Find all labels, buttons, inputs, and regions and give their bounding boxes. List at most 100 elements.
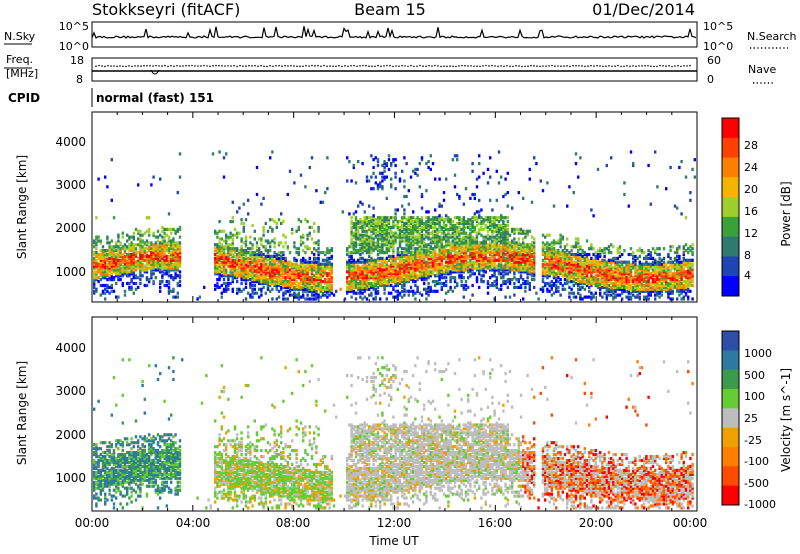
nave-dot — [512, 65, 514, 68]
heatmap-cell — [581, 278, 584, 282]
heatmap-cell — [370, 293, 373, 297]
heatmap-cell — [409, 243, 413, 247]
heatmap-cell — [442, 247, 446, 251]
heatmap-cell — [590, 295, 593, 299]
heatmap-cell — [596, 281, 600, 286]
heatmap-cell — [295, 295, 298, 299]
heatmap-cell — [139, 274, 142, 278]
heatmap-cell — [288, 272, 292, 276]
heatmap-cell — [442, 256, 446, 260]
heatmap-cell — [163, 254, 166, 258]
heatmap-cell — [596, 260, 600, 264]
heatmap-cell — [304, 297, 307, 301]
heatmap-cell — [484, 216, 487, 220]
heatmap-cell — [574, 152, 578, 156]
heatmap-cell — [581, 256, 584, 260]
heatmap-cell — [528, 243, 531, 247]
heatmap-cell — [376, 276, 380, 280]
heatmap-cell — [596, 264, 600, 268]
heatmap-cell — [363, 276, 366, 280]
heatmap-cell — [236, 280, 239, 284]
heatmap-cell — [550, 245, 553, 249]
heatmap-cell — [161, 266, 164, 270]
heatmap-cell — [244, 272, 248, 276]
heatmap-cell — [379, 225, 382, 229]
heatmap-cell — [328, 287, 331, 291]
heatmap-cell — [599, 268, 602, 272]
heatmap-cell — [236, 264, 239, 268]
heatmap-cell — [497, 287, 501, 291]
heatmap-cell — [539, 287, 542, 291]
heatmap-cell — [139, 241, 142, 245]
heatmap-cell — [277, 256, 281, 260]
heatmap-cell — [117, 268, 120, 272]
heatmap-cell — [262, 285, 265, 289]
heatmap-cell — [269, 156, 272, 160]
heatmap-cell — [295, 229, 298, 233]
heatmap-cell — [420, 156, 424, 160]
heatmap-cell — [420, 274, 424, 278]
heatmap-cell — [119, 266, 122, 270]
heatmap-cell — [330, 280, 333, 284]
heatmap-cell — [225, 258, 228, 262]
heatmap-cell — [489, 198, 492, 202]
heatmap-cell — [176, 229, 179, 233]
heatmap-cell — [392, 280, 395, 284]
heatmap-cell — [451, 235, 454, 239]
heatmap-cell — [511, 251, 514, 255]
heatmap-cell — [253, 274, 256, 278]
heatmap-cell — [354, 243, 358, 247]
heatmap-cell — [570, 256, 573, 260]
heatmap-cell — [594, 278, 597, 282]
heatmap-cell — [363, 283, 366, 288]
heatmap-cell — [475, 233, 479, 237]
heatmap-cell — [508, 281, 512, 286]
heatmap-cell — [363, 278, 366, 282]
heatmap-cell — [255, 262, 259, 266]
heatmap-cell — [568, 266, 571, 270]
heatmap-cell — [363, 247, 366, 251]
heatmap-cell — [128, 281, 131, 286]
heatmap-cell — [251, 247, 254, 251]
heatmap-cell — [445, 272, 448, 276]
heatmap-cell — [530, 252, 534, 257]
heatmap-cell — [502, 227, 505, 231]
nave-dot — [110, 65, 112, 67]
heatmap-cell — [526, 266, 529, 270]
heatmap-cell — [374, 175, 377, 179]
heatmap-cell — [398, 266, 402, 270]
heatmap-cell — [271, 266, 274, 270]
heatmap-cell — [376, 218, 380, 222]
heatmap-cell — [493, 256, 496, 260]
heatmap-cell — [93, 251, 96, 255]
heatmap-cell — [238, 264, 241, 268]
heatmap-cell — [156, 243, 160, 247]
heatmap-cell — [502, 216, 505, 220]
heatmap-cell — [240, 260, 243, 264]
nave-dot — [188, 64, 190, 67]
heatmap-cell — [275, 268, 278, 272]
heatmap-cell — [365, 233, 369, 237]
heatmap-cell — [161, 229, 164, 233]
heatmap-cell — [319, 287, 322, 291]
heatmap-cell — [449, 249, 452, 253]
nave-dot — [113, 65, 115, 67]
heatmap-cell — [244, 264, 248, 268]
heatmap-cell — [469, 254, 472, 258]
heatmap-cell — [574, 295, 578, 299]
heatmap-cell — [176, 249, 179, 253]
heatmap-cell — [244, 254, 248, 258]
heatmap-cell — [583, 280, 586, 284]
heatmap-cell — [423, 243, 426, 247]
heatmap-cell — [491, 262, 494, 266]
heatmap-cell — [489, 235, 492, 239]
heatmap-cell — [414, 251, 417, 255]
heatmap-cell — [552, 241, 556, 245]
heatmap-cell — [352, 276, 355, 280]
heatmap-cell — [242, 221, 245, 226]
heatmap-cell — [319, 274, 322, 278]
heatmap-cell — [511, 247, 514, 251]
heatmap-cell — [405, 278, 408, 282]
heatmap-cell — [504, 192, 507, 197]
heatmap-cell — [493, 229, 496, 233]
